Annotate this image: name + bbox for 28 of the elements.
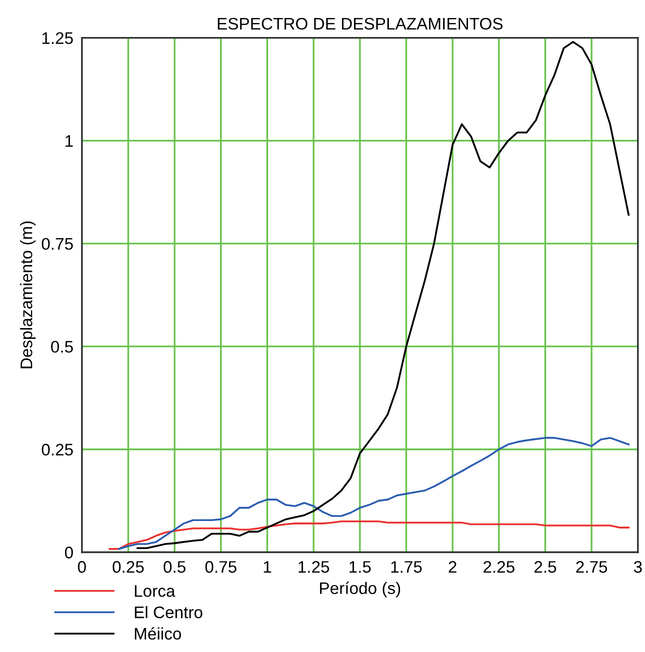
x-tick-label: 0.25	[112, 561, 144, 573]
y-tick-label: 0	[64, 546, 73, 558]
y-tick-label: 0.25	[42, 444, 73, 456]
x-tick-label: 1.75	[391, 561, 422, 573]
y-tick-label: 1	[66, 135, 73, 147]
x-axis-title: Período (s)	[320, 582, 400, 598]
x-tick-label: 0	[78, 561, 86, 573]
x-tick-label: 1.5	[350, 561, 371, 573]
x-tick-label: 2.5	[534, 561, 556, 573]
y-tick-label: 1.25	[42, 32, 73, 44]
x-tick-label: 2.25	[484, 561, 514, 573]
legend-label: Méiico	[134, 627, 182, 640]
x-tick-label: 0.75	[205, 561, 236, 573]
x-tick-label: 2.75	[576, 561, 608, 573]
x-tick-label: 1	[264, 561, 272, 573]
legend-label: El Centro	[134, 606, 202, 618]
x-tick-label: 0.5	[164, 561, 186, 573]
x-tick-label: 1.25	[298, 561, 330, 573]
y-tick-label: 0.75	[42, 238, 73, 250]
line-series	[118, 436, 630, 550]
y-axis-title: Desplazamiento (m)	[20, 222, 36, 368]
line-series	[108, 520, 630, 550]
x-tick-label: 3	[634, 561, 642, 573]
line-series	[136, 41, 630, 550]
x-tick-label: 2	[448, 561, 456, 573]
chart-title: ESPECTRO DE DESPLAZAMIENTOS	[218, 18, 503, 30]
y-tick-label: 0.5	[51, 340, 73, 353]
legend-label: Lorca	[134, 585, 176, 597]
